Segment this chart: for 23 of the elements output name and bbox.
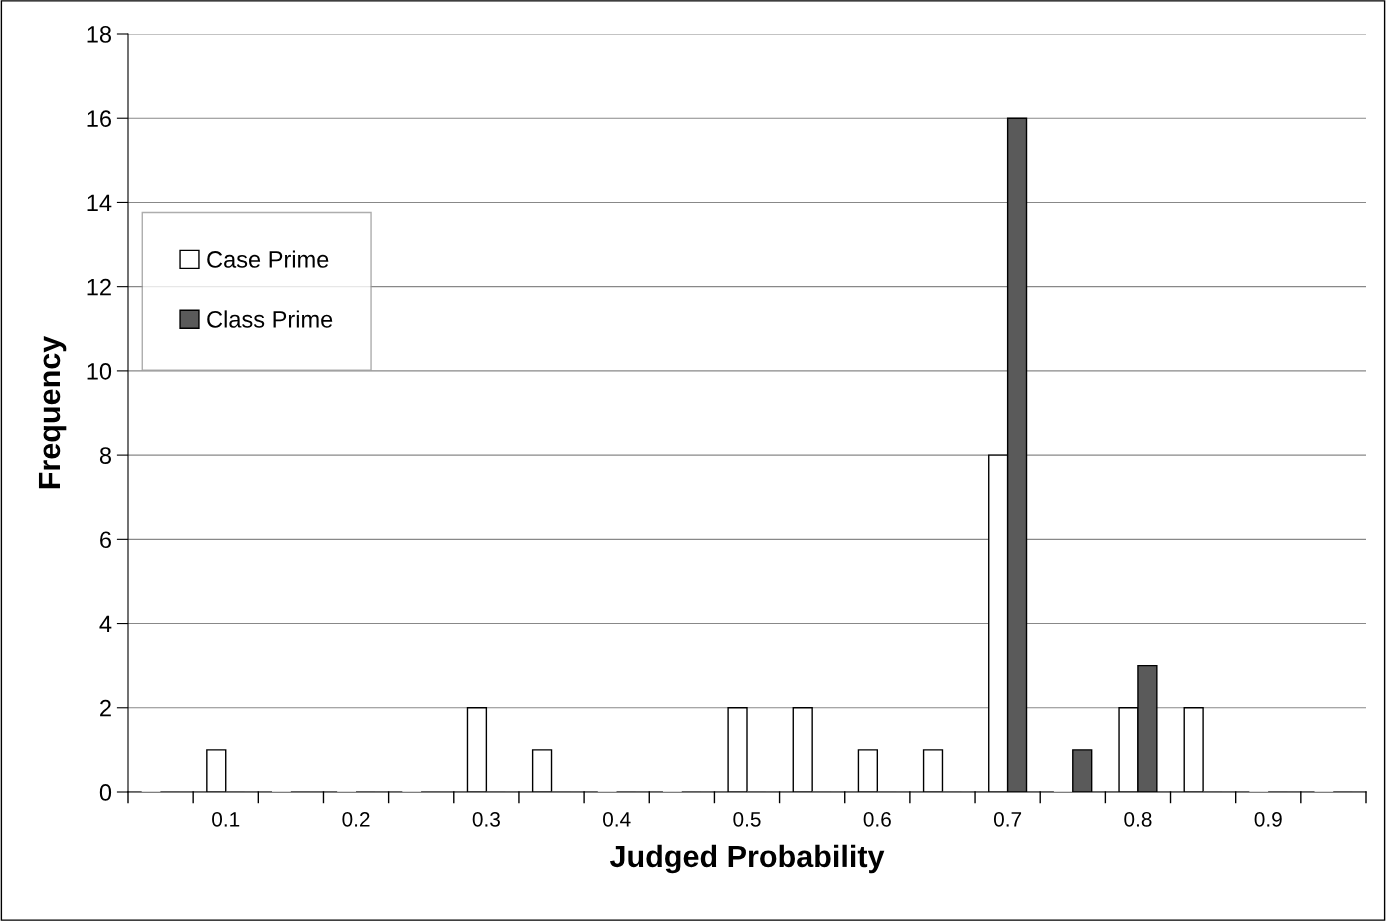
y-tick-label: 16 [87,110,111,128]
y-tick-label: 4 [99,615,112,633]
y-tick-label: 0 [99,784,112,801]
x-tick-label: 0.2 [342,811,370,827]
x-tick-label: 0.6 [863,811,891,827]
y-tick-label: 18 [87,26,111,43]
x-tick-label: 0.4 [603,811,631,827]
x-tick-label: 0.7 [993,811,1022,827]
x-tick-label: 0.1 [212,811,240,827]
y-tick-label: 8 [99,447,111,464]
legend-label: Case Prime [207,250,329,268]
x-axis-title: Judged Probability [609,844,885,874]
y-tick-label: 12 [87,278,111,296]
x-tick-label: 0.3 [472,811,500,827]
x-tick-label: 0.8 [1124,811,1152,827]
y-tick-label: 14 [87,194,112,211]
y-tick-label: 6 [100,531,111,549]
y-axis-title: Frequency [38,335,67,489]
legend-label: Class Prime [207,310,333,328]
x-tick-label: 0.5 [733,811,761,827]
y-tick-label: 2 [100,699,111,717]
y-tick-label: 10 [87,362,112,380]
x-tick-label: 0.9 [1254,811,1282,827]
